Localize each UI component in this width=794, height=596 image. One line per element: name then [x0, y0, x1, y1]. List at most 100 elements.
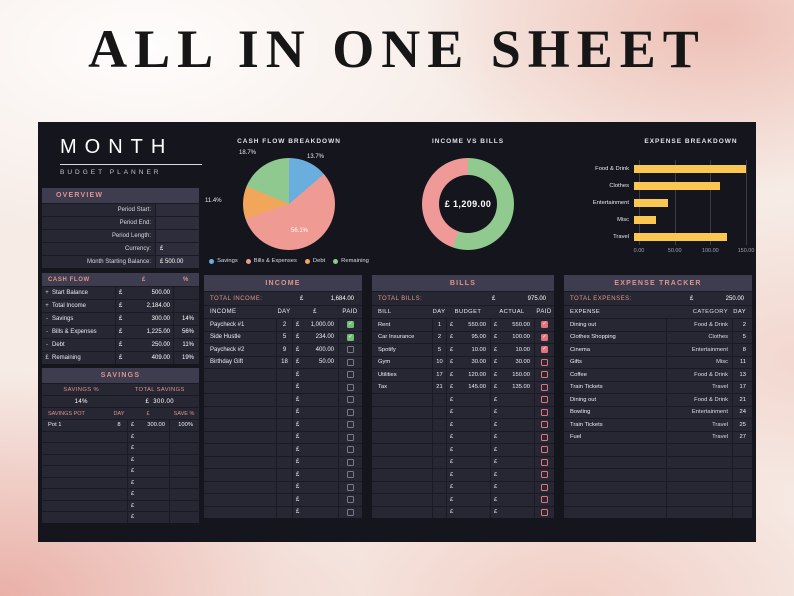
- income-amount-cell[interactable]: £400.00: [292, 344, 338, 356]
- bill-actual-cell[interactable]: £: [490, 431, 534, 443]
- expense-name-cell[interactable]: [564, 469, 666, 481]
- savings-pot-cell[interactable]: [42, 478, 111, 489]
- bill-day-cell[interactable]: 5: [432, 344, 446, 356]
- paid-checkbox[interactable]: [347, 496, 354, 504]
- overview-row-value-cell[interactable]: [155, 217, 199, 229]
- income-day-cell[interactable]: 5: [276, 331, 292, 343]
- bill-name-cell[interactable]: Spotify: [378, 346, 396, 353]
- paid-checkbox[interactable]: [347, 358, 354, 366]
- expense-day-cell[interactable]: 27: [732, 431, 752, 443]
- bill-day-cell[interactable]: [432, 506, 446, 518]
- bill-day-cell[interactable]: 1: [432, 319, 446, 331]
- expense-name-cell[interactable]: Train Tickets: [570, 384, 603, 391]
- savings-save-cell[interactable]: [169, 512, 199, 523]
- bill-budget-cell[interactable]: £95.00: [446, 331, 490, 343]
- income-day-cell[interactable]: [276, 456, 292, 468]
- bill-actual-cell[interactable]: £135.00: [490, 381, 534, 393]
- savings-save-cell[interactable]: [169, 454, 199, 465]
- savings-day-cell[interactable]: [111, 489, 127, 500]
- bill-actual-cell[interactable]: £: [490, 506, 534, 518]
- bill-actual-cell[interactable]: £: [490, 444, 534, 456]
- bill-day-cell[interactable]: [432, 431, 446, 443]
- cash-flow-label-cell[interactable]: Total Income: [52, 303, 87, 309]
- bill-name-cell[interactable]: [372, 457, 432, 469]
- bill-budget-cell[interactable]: £550.00: [446, 319, 490, 331]
- expense-category-cell[interactable]: [666, 444, 732, 456]
- income-day-cell[interactable]: [276, 431, 292, 443]
- paid-checkbox[interactable]: [541, 446, 548, 454]
- savings-day-cell[interactable]: 8: [117, 422, 121, 429]
- bill-day-cell[interactable]: 21: [432, 381, 446, 393]
- paid-checkbox[interactable]: [541, 383, 548, 391]
- total-expenses-value[interactable]: 250.00: [725, 295, 744, 302]
- expense-day-cell[interactable]: 5: [732, 331, 752, 343]
- paid-checkbox[interactable]: [541, 483, 548, 491]
- savings-save-cell[interactable]: [169, 477, 199, 488]
- cash-flow-percent-cell[interactable]: 14%: [173, 313, 199, 325]
- bill-budget-cell[interactable]: £: [446, 481, 490, 493]
- bill-day-cell[interactable]: [432, 481, 446, 493]
- income-name-cell[interactable]: Paycheck #2: [210, 346, 245, 353]
- income-amount-cell[interactable]: £: [292, 469, 338, 481]
- expense-category-cell[interactable]: [666, 494, 732, 506]
- cash-flow-percent-cell[interactable]: [173, 287, 199, 299]
- income-day-cell[interactable]: 2: [276, 319, 292, 331]
- expense-category-cell[interactable]: Entertainment: [666, 406, 732, 418]
- paid-checkbox[interactable]: [347, 408, 354, 416]
- paid-checkbox[interactable]: [541, 321, 548, 329]
- savings-save-cell[interactable]: [169, 500, 199, 511]
- bill-actual-cell[interactable]: £10.00: [490, 344, 534, 356]
- savings-day-cell[interactable]: [111, 455, 127, 466]
- cash-flow-percent-cell[interactable]: 19%: [173, 352, 199, 364]
- paid-checkbox[interactable]: [347, 471, 354, 479]
- bill-budget-cell[interactable]: £: [446, 394, 490, 406]
- savings-amount-cell[interactable]: £: [127, 500, 169, 511]
- bill-name-cell[interactable]: [372, 432, 432, 444]
- bill-actual-cell[interactable]: £30.00: [490, 356, 534, 368]
- total-savings-value[interactable]: £300.00: [121, 399, 200, 405]
- cash-flow-label-cell[interactable]: Debt: [52, 342, 65, 348]
- savings-day-cell[interactable]: [111, 432, 127, 443]
- paid-checkbox[interactable]: [347, 508, 354, 516]
- savings-pot-cell[interactable]: [42, 443, 111, 454]
- bill-name-cell[interactable]: [372, 494, 432, 506]
- bill-day-cell[interactable]: [432, 456, 446, 468]
- bill-name-cell[interactable]: Gym: [378, 359, 391, 366]
- paid-checkbox[interactable]: [541, 508, 548, 516]
- savings-amount-cell[interactable]: £: [127, 466, 169, 477]
- cash-flow-label-cell[interactable]: Start Balance: [52, 290, 89, 296]
- income-day-cell[interactable]: [276, 406, 292, 418]
- bill-actual-cell[interactable]: £: [490, 419, 534, 431]
- expense-name-cell[interactable]: [564, 494, 666, 506]
- expense-name-cell[interactable]: [564, 482, 666, 494]
- paid-checkbox[interactable]: [541, 421, 548, 429]
- expense-day-cell[interactable]: 21: [732, 394, 752, 406]
- bill-actual-cell[interactable]: £: [490, 469, 534, 481]
- expense-name-cell[interactable]: [564, 457, 666, 469]
- expense-name-cell[interactable]: Coffee: [570, 371, 587, 378]
- expense-day-cell[interactable]: 11: [732, 356, 752, 368]
- expense-category-cell[interactable]: Food & Drink: [666, 319, 732, 331]
- expense-name-cell[interactable]: [564, 444, 666, 456]
- paid-checkbox[interactable]: [541, 371, 548, 379]
- savings-day-cell[interactable]: [111, 478, 127, 489]
- paid-checkbox[interactable]: [347, 371, 354, 379]
- cash-flow-percent-cell[interactable]: 56%: [173, 326, 199, 338]
- expense-day-cell[interactable]: [732, 506, 752, 518]
- bill-budget-cell[interactable]: £: [446, 406, 490, 418]
- expense-name-cell[interactable]: [564, 507, 666, 519]
- bill-name-cell[interactable]: Utilities: [378, 371, 397, 378]
- savings-save-cell[interactable]: [169, 489, 199, 500]
- bill-actual-cell[interactable]: £: [490, 406, 534, 418]
- savings-amount-cell[interactable]: £: [127, 489, 169, 500]
- income-day-cell[interactable]: [276, 469, 292, 481]
- income-day-cell[interactable]: 18: [276, 356, 292, 368]
- savings-amount-cell[interactable]: £: [127, 477, 169, 488]
- savings-amount-cell[interactable]: £: [127, 512, 169, 523]
- expense-category-cell[interactable]: Travel: [666, 381, 732, 393]
- bill-day-cell[interactable]: [432, 494, 446, 506]
- paid-checkbox[interactable]: [541, 496, 548, 504]
- savings-save-cell[interactable]: [169, 431, 199, 442]
- expense-name-cell[interactable]: Bowling: [570, 409, 591, 416]
- expense-day-cell[interactable]: 24: [732, 406, 752, 418]
